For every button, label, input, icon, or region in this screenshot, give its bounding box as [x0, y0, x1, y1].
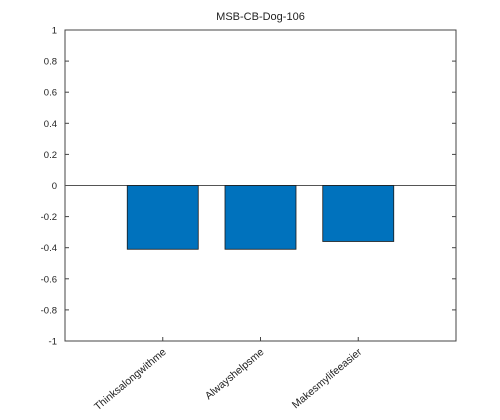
y-tick-label: 0.4	[44, 119, 57, 130]
y-axis: 1 0.8 0.6 0.4 0.2 0 -0.2 -0.4 -0.6 -0.8 -1	[41, 26, 456, 348]
y-tick-label: 0	[52, 181, 57, 192]
y-tick-label: -0.4	[41, 243, 57, 254]
x-tick-label: Makesmylifeeasier	[290, 346, 365, 411]
y-tick-label: -1	[49, 337, 57, 348]
y-tick-label: 0.8	[44, 57, 57, 68]
y-tick-label: -0.2	[41, 212, 57, 223]
x-tick-label: Alwayshelpsme	[203, 346, 267, 402]
x-tick-label: Thinksalongwithme	[92, 346, 169, 413]
y-tick-label: -0.8	[41, 305, 57, 316]
x-axis: Thinksalongwithme Alwayshelpsme Makesmylif…	[92, 337, 365, 413]
bar-2	[322, 185, 395, 242]
chart-title: MSB-CB-Dog-106	[216, 11, 305, 23]
bar-1	[224, 185, 297, 250]
y-tick-label: 0.2	[44, 150, 57, 161]
y-tick-label: 0.6	[44, 88, 57, 99]
y-tick-label: -0.6	[41, 274, 57, 285]
y-tick-label: 1	[52, 26, 57, 37]
bar-0	[126, 185, 199, 250]
bar-series	[126, 185, 395, 250]
